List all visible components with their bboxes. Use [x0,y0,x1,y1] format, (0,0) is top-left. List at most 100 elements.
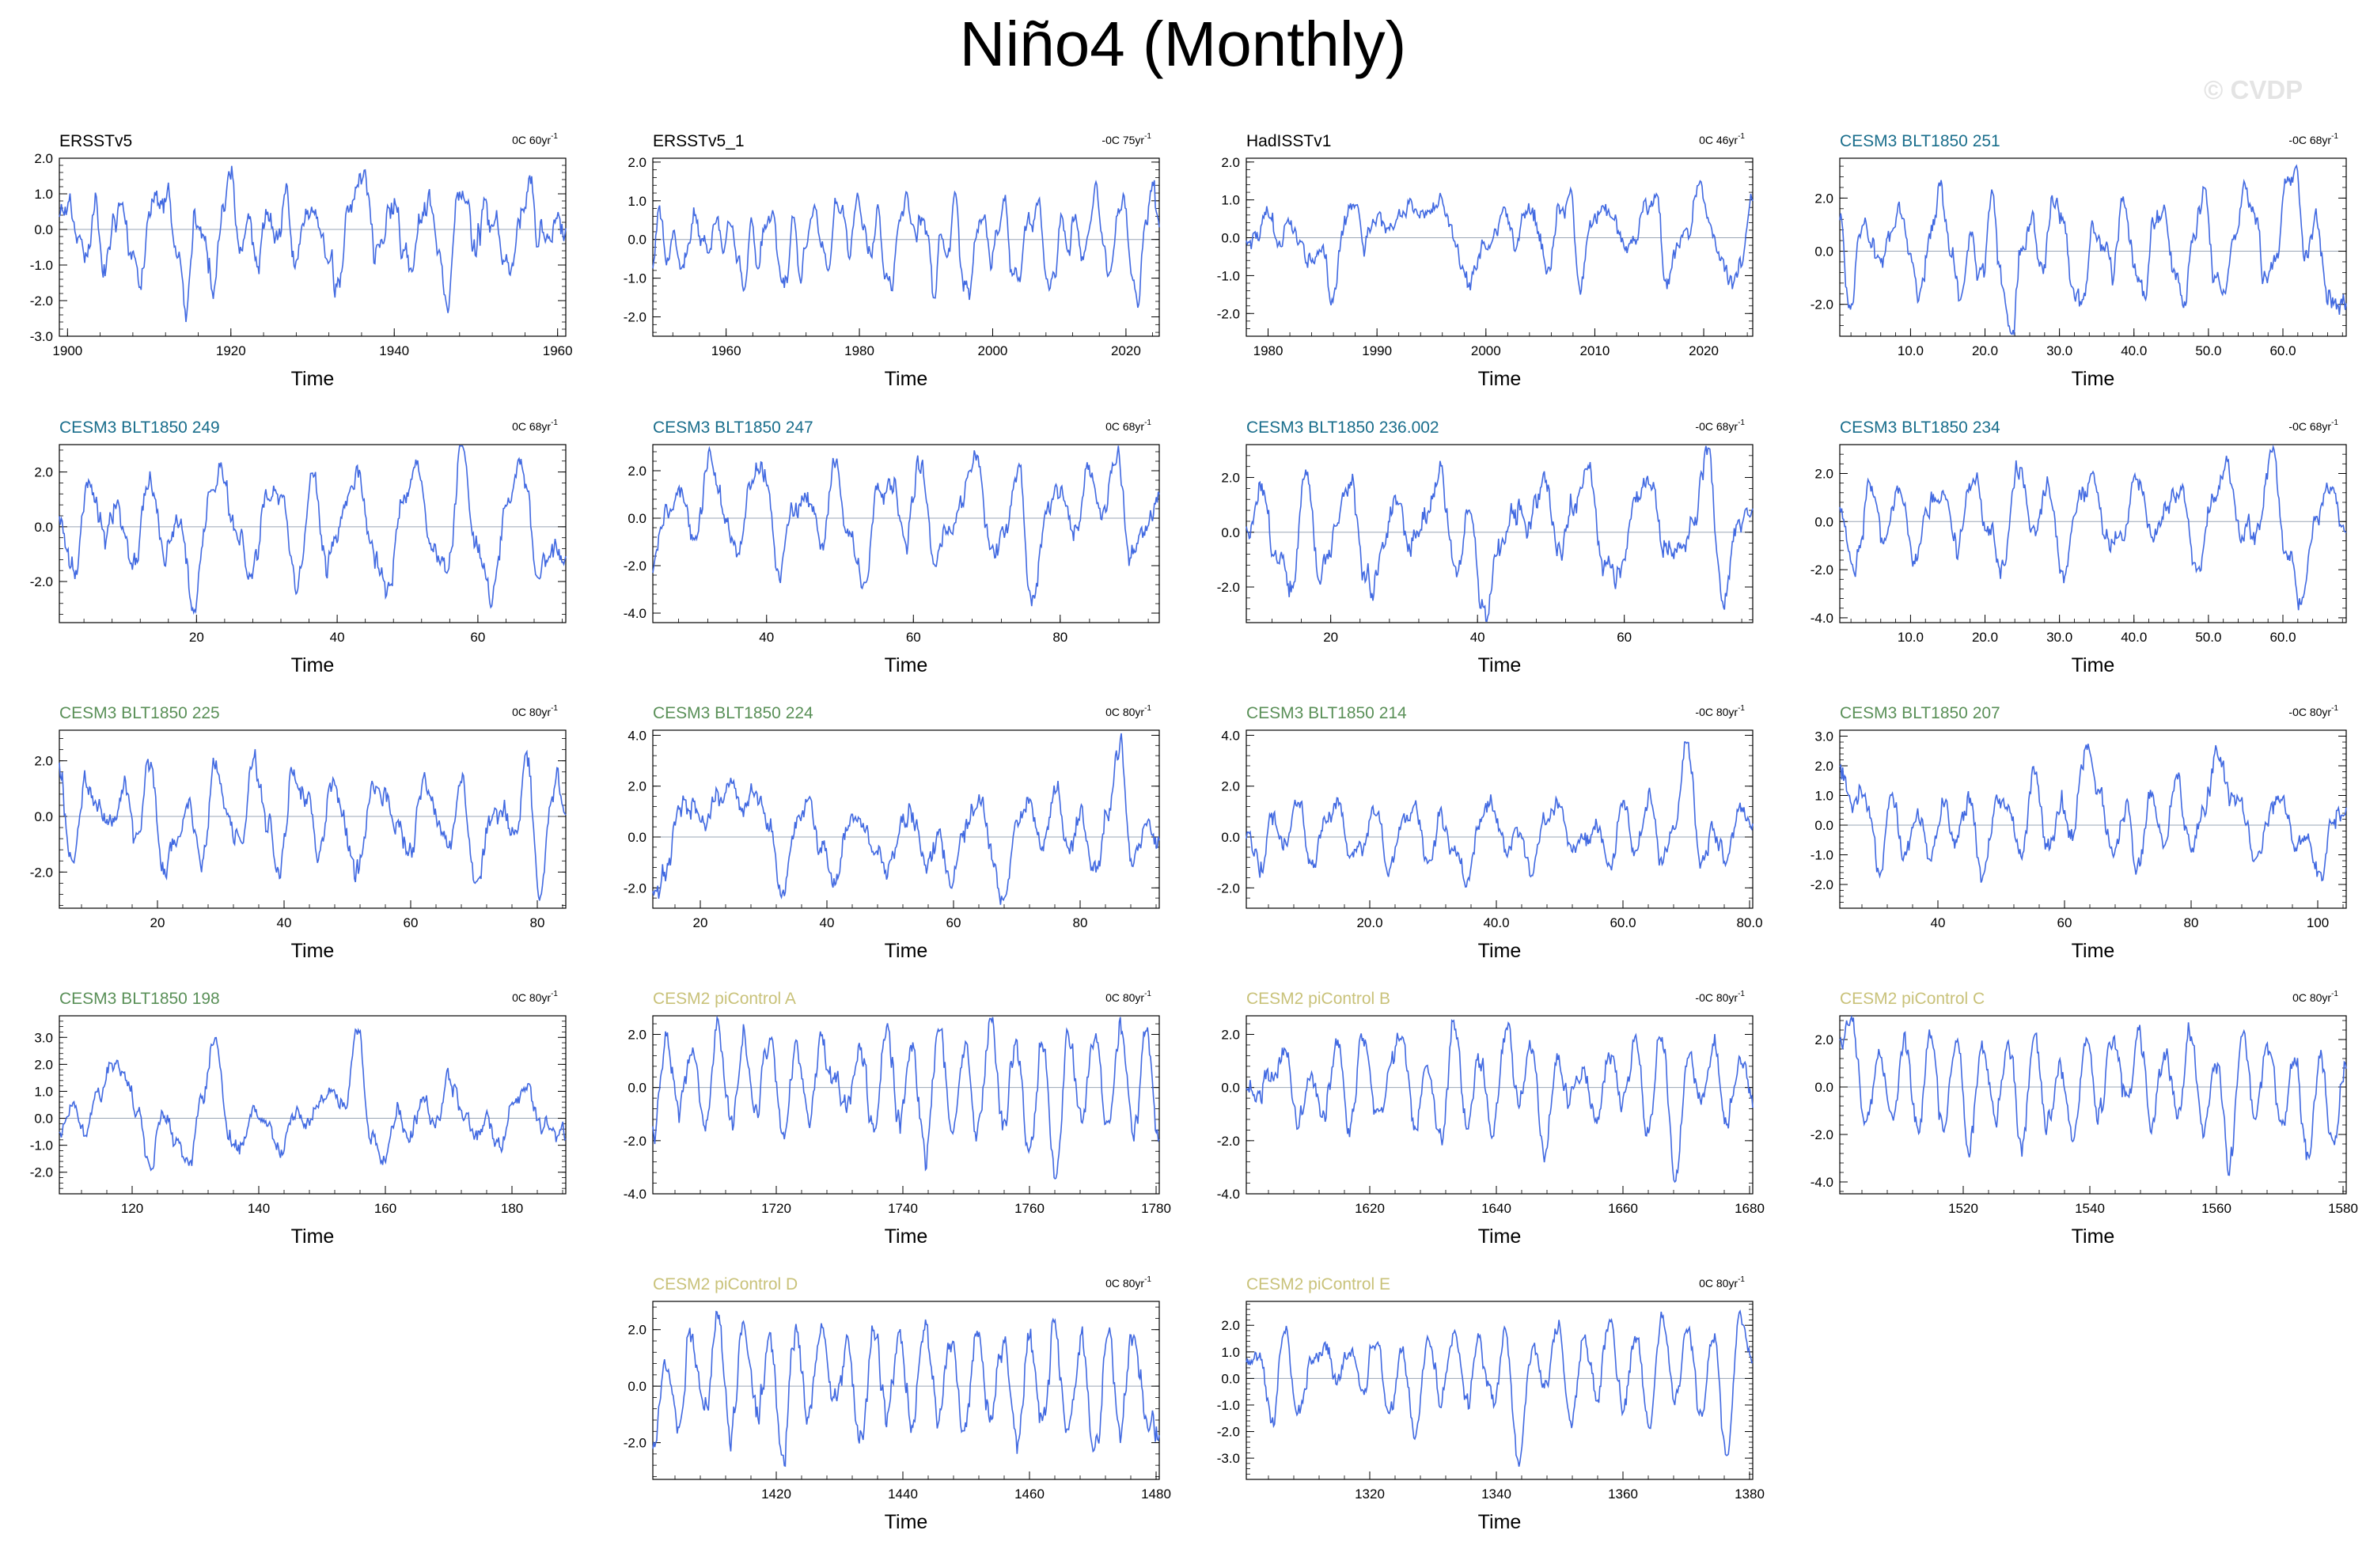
plot-frame [59,444,567,623]
x-tick-label: 40 [759,630,774,645]
y-tick-label: 1.0 [1814,789,1833,804]
plot-frame [1246,729,1754,909]
x-tick-label: 1560 [2201,1201,2231,1216]
watermark: © CVDP [2204,75,2303,104]
x-tick-label: 1580 [2328,1201,2358,1216]
y-tick-label: 2.0 [628,779,646,794]
page-title: Niño4 (Monthly) [959,9,1407,79]
y-tick-label: 1.0 [1221,193,1240,208]
panel-12: CESM3 BLT1850 207 -0C 80yr-1 3.0 2.0 1.0 0.0 -… [1811,704,2347,962]
y-tick-label: -2.0 [624,1134,646,1149]
plot-frame [652,729,1160,909]
y-tick-label: -2.0 [30,294,53,309]
x-axis-title: Time [885,1511,928,1533]
x-tick-label: 1960 [711,343,741,358]
y-tick-label: 1.0 [1221,1345,1240,1360]
series-line [59,165,567,323]
panel-title: ERSSTv5 [59,132,132,150]
y-tick-label: 0.0 [34,520,53,535]
x-tick-label: 80 [2184,915,2199,930]
x-tick-label: 20 [150,915,165,930]
trend-label: -0C 80yr-1 [2288,704,2338,718]
y-tick-label: 2.0 [34,465,53,480]
y-tick-label: -4.0 [1811,611,1833,626]
trend-label: 0C 80yr-1 [1105,1275,1151,1290]
y-tick-label: 2.0 [1814,1032,1833,1047]
series-line [59,748,567,901]
x-tick-label: 80 [1073,915,1088,930]
x-tick-label: 1960 [543,343,573,358]
y-tick-label: -2.0 [30,1165,53,1180]
series-line [652,1015,1160,1180]
x-tick-label: 180 [501,1201,523,1216]
x-tick-label: 10.0 [1898,343,1924,358]
panel-title: CESM3 BLT1850 234 [1840,419,2000,437]
y-tick-label: 3.0 [34,1030,53,1045]
x-tick-label: 1780 [1141,1201,1171,1216]
panel-13: CESM3 BLT1850 198 0C 80yr-1 3.0 2.0 1.0 0.0 -1… [30,990,567,1248]
y-tick-label: 0.0 [1221,1371,1240,1386]
plot-frame [1246,157,1754,337]
x-tick-label: 10.0 [1898,630,1924,645]
x-tick-label: 60 [906,630,921,645]
y-tick-label: -1.0 [30,258,53,273]
x-axis-title: Time [1478,1511,1522,1533]
x-tick-label: 1340 [1481,1487,1511,1502]
x-axis-title: Time [1478,1225,1522,1248]
y-tick-label: -4.0 [1217,1187,1240,1202]
panel-title: CESM2 piControl D [653,1275,798,1293]
series-line [1839,744,2347,883]
panel-title: CESM2 piControl A [653,990,796,1008]
y-tick-label: -1.0 [1217,268,1240,283]
y-tick-label: 0.0 [628,1379,646,1394]
x-tick-label: 30.0 [2046,343,2072,358]
y-tick-label: -1.0 [1217,1398,1240,1413]
x-axis-title: Time [2072,368,2115,390]
panel-title: CESM3 BLT1850 236.002 [1246,419,1439,437]
y-tick-label: 2.0 [34,754,53,769]
panel-15: CESM2 piControl B -0C 80yr-1 2.0 0.0 -2.0 -4.… [1217,990,1765,1248]
y-tick-label: -1.0 [30,1138,53,1153]
y-tick-label: -4.0 [1811,1175,1833,1190]
panel-10: CESM3 BLT1850 224 0C 80yr-1 4.0 2.0 0.0 -2.0 2… [624,704,1160,962]
x-tick-label: 40.0 [2121,630,2147,645]
x-tick-label: 1620 [1355,1201,1385,1216]
y-tick-label: -2.0 [1217,1134,1240,1149]
y-tick-label: 1.0 [34,187,53,202]
y-tick-label: 0.0 [628,830,646,845]
y-tick-label: 2.0 [34,1057,53,1072]
y-tick-label: 2.0 [628,1028,646,1043]
y-tick-label: 2.0 [1221,155,1240,170]
x-axis-title: Time [2072,1225,2115,1248]
y-tick-label: 0.0 [1221,830,1240,845]
panel-8: CESM3 BLT1850 234 -0C 68yr-1 2.0 0.0 -2.0 -4.… [1811,419,2347,676]
x-tick-label: 60.0 [1610,915,1636,930]
y-tick-label: -2.0 [624,310,646,325]
plot-frame [1246,1015,1754,1195]
y-tick-label: 0.0 [1814,244,1833,259]
series-line [1246,445,1754,623]
panel-title: CESM2 piControl E [1246,1275,1390,1293]
y-tick-label: 0.0 [628,233,646,248]
panel-title: CESM3 BLT1850 198 [59,990,220,1008]
x-tick-label: 1920 [216,343,246,358]
panel-title: CESM3 BLT1850 224 [653,704,813,722]
panel-11: CESM3 BLT1850 214 -0C 80yr-1 4.0 2.0 0.0 -2.0… [1217,704,1763,962]
x-tick-label: 1440 [888,1487,918,1502]
panel-title: CESM3 BLT1850 247 [653,419,813,437]
x-axis-title: Time [1478,654,1522,676]
y-tick-label: -3.0 [1217,1451,1240,1466]
trend-label: 0C 68yr-1 [1105,419,1151,433]
series-line [652,445,1160,607]
x-tick-label: 1760 [1014,1201,1045,1216]
x-tick-label: 80.0 [1736,915,1762,930]
x-tick-label: 1540 [2075,1201,2105,1216]
plot-frame [652,444,1160,623]
x-axis-title: Time [1478,940,1522,962]
y-tick-label: 0.0 [34,1112,53,1127]
plot-frame [652,157,1160,337]
x-tick-label: 1990 [1362,343,1392,358]
trend-label: -0C 75yr-1 [1101,132,1151,146]
y-tick-label: 2.0 [1221,779,1240,794]
